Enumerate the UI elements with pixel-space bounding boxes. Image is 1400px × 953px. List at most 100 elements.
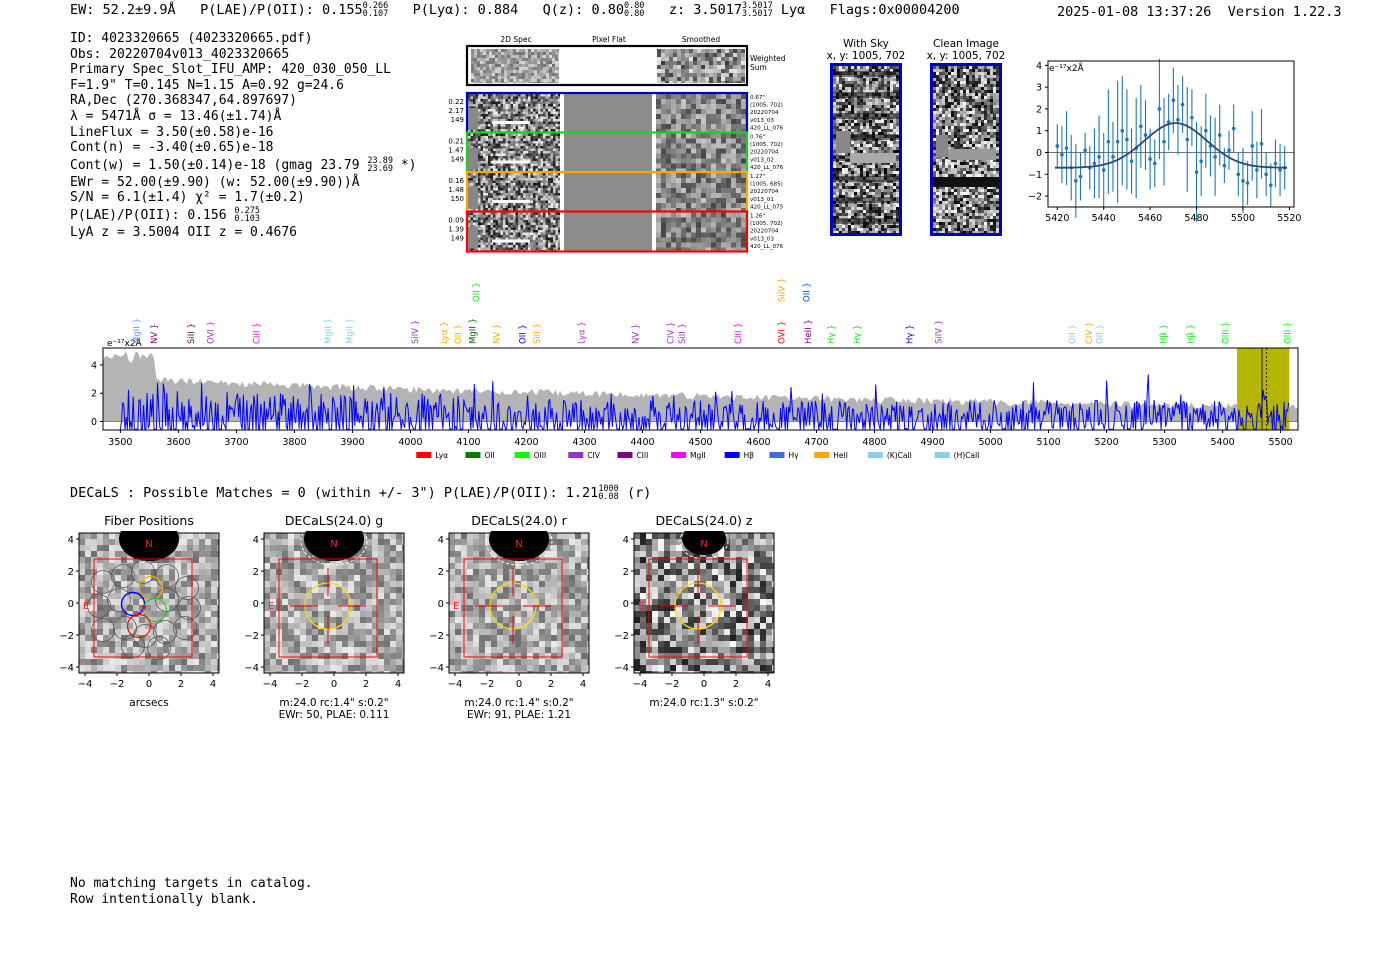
row-2d-pixel [530, 237, 533, 240]
row-2d-pixel [558, 109, 560, 112]
weighted-2d-pixel [531, 49, 534, 52]
row-2d-pixel [528, 156, 531, 159]
row-smoothed-pixel [736, 193, 741, 198]
info-plae-hi: 0.275 [234, 206, 260, 217]
header-datetime-version: 2025-01-08 13:37:26 Version 1.22.3 [1057, 4, 1342, 20]
weighted-2d-pixel [504, 82, 507, 83]
cutout-pixel [890, 87, 893, 90]
row-2d-pixel [488, 96, 491, 99]
row-2d-pixel [515, 138, 518, 141]
cutout-pixel [845, 108, 848, 111]
row-2d-pixel [485, 121, 488, 124]
row-2d-pixel [498, 215, 501, 218]
row-2d-pixel [548, 232, 551, 235]
row-2d-pixel [538, 153, 541, 156]
weighted-2d-pixel [519, 79, 522, 82]
weighted-2d-pixel [489, 49, 492, 52]
row-2d-pixel [493, 104, 496, 107]
row-2d-pixel [558, 126, 560, 129]
row-2d-pixel [480, 173, 483, 176]
row-2d-pixel [503, 153, 506, 156]
cutout-pixel [845, 126, 848, 129]
row-2d-pixel [513, 215, 516, 218]
cutout-pixel [975, 72, 978, 75]
row-2d-pixel [483, 217, 486, 220]
cutout-pixel [842, 174, 845, 177]
row-2d-pixel [483, 242, 486, 245]
row-2d-pixel [495, 111, 498, 114]
cutout-pixel [833, 210, 836, 213]
cutout-pixel [863, 129, 866, 132]
row-2d-pixel [555, 146, 558, 149]
row-2d-pixel [538, 208, 541, 211]
row-2d-pixel [473, 94, 476, 97]
row-2d-pixel [558, 138, 560, 141]
row-2d-pixel [505, 193, 508, 196]
weighted-2d-pixel [504, 70, 507, 73]
row-2d-pixel [518, 129, 521, 132]
cutout-pixel [872, 204, 875, 207]
row-smoothed-pixel [696, 153, 701, 159]
weighted-2d-pixel [492, 82, 495, 83]
row-2d-pixel [533, 138, 536, 141]
weighted-smoothed-pixel [681, 77, 685, 81]
row-2d-pixel [538, 227, 541, 230]
info-lineflux: LineFlux = 3.50(±0.58)e-16 [70, 124, 274, 140]
row-2d-pixel [480, 180, 483, 183]
row-2d-pixel [485, 126, 488, 129]
info-contw-range: 23.89 23.69 [367, 157, 393, 174]
row-smoothed-pixel [661, 129, 666, 132]
cutout-pixel [863, 213, 866, 216]
row-2d-pixel [498, 178, 501, 181]
row-2d-pixel [543, 175, 546, 178]
cutout-pixel [854, 141, 857, 144]
row-2d-mask [468, 147, 478, 170]
weighted-2d-pixel [504, 73, 507, 76]
row-2d-pixel [538, 212, 541, 215]
row-2d-pixel [468, 180, 471, 183]
weighted-2d-pixel [543, 67, 546, 70]
row-2d-pixel [500, 235, 503, 238]
cutout-pixel [854, 126, 857, 129]
weighted-2d-pixel [552, 73, 555, 76]
weighted-2d-pixel [546, 52, 549, 55]
row-2d-pixel [493, 94, 496, 97]
row-2d-pixel [533, 175, 536, 178]
row-2d-pixel [555, 143, 558, 146]
row-2d-pixel [553, 190, 556, 193]
row-2d-pixel [525, 222, 528, 225]
cutout-pixel [854, 207, 857, 210]
row-2d-pixel [508, 185, 511, 188]
weighted-2d-pixel [504, 61, 507, 64]
row-2d-pixel [548, 173, 551, 176]
row-2d-pixel [535, 237, 538, 240]
row-2d-pixel [538, 230, 541, 233]
row-smoothed-pixel [711, 119, 716, 124]
row-2d-pixel [498, 190, 501, 193]
cutout-pixel [872, 189, 875, 192]
cutout-pixel [893, 231, 896, 233]
row-2d-pixel [555, 198, 558, 201]
row-2d-pixel [478, 205, 481, 208]
row-2d-pixel [555, 250, 558, 251]
row-2d-pixel [475, 250, 478, 251]
row-2d-pixel [555, 96, 558, 99]
row-2d-pixel [480, 185, 483, 188]
row-2d-pixel [540, 111, 543, 114]
cutout-pixel [842, 99, 845, 102]
row-2d-pixel [525, 237, 528, 240]
cutout-pixel [845, 183, 848, 186]
row-smoothed-pixel [716, 212, 721, 218]
row-2d-pixel [535, 185, 538, 188]
row-2d-pixel [535, 156, 538, 159]
row-2d-pixel [498, 138, 501, 141]
row-2d-pixel [548, 138, 551, 141]
row-2d-pixel [518, 198, 521, 201]
row-2d-pixel [478, 116, 481, 119]
weighted-2d-pixel [555, 67, 558, 70]
row-2d-pixel [475, 143, 478, 146]
weighted-2d-pixel [489, 79, 492, 82]
cutout-pixel [854, 174, 857, 177]
cutout-pixel [869, 225, 872, 228]
row-smoothed-pixel [696, 232, 701, 238]
